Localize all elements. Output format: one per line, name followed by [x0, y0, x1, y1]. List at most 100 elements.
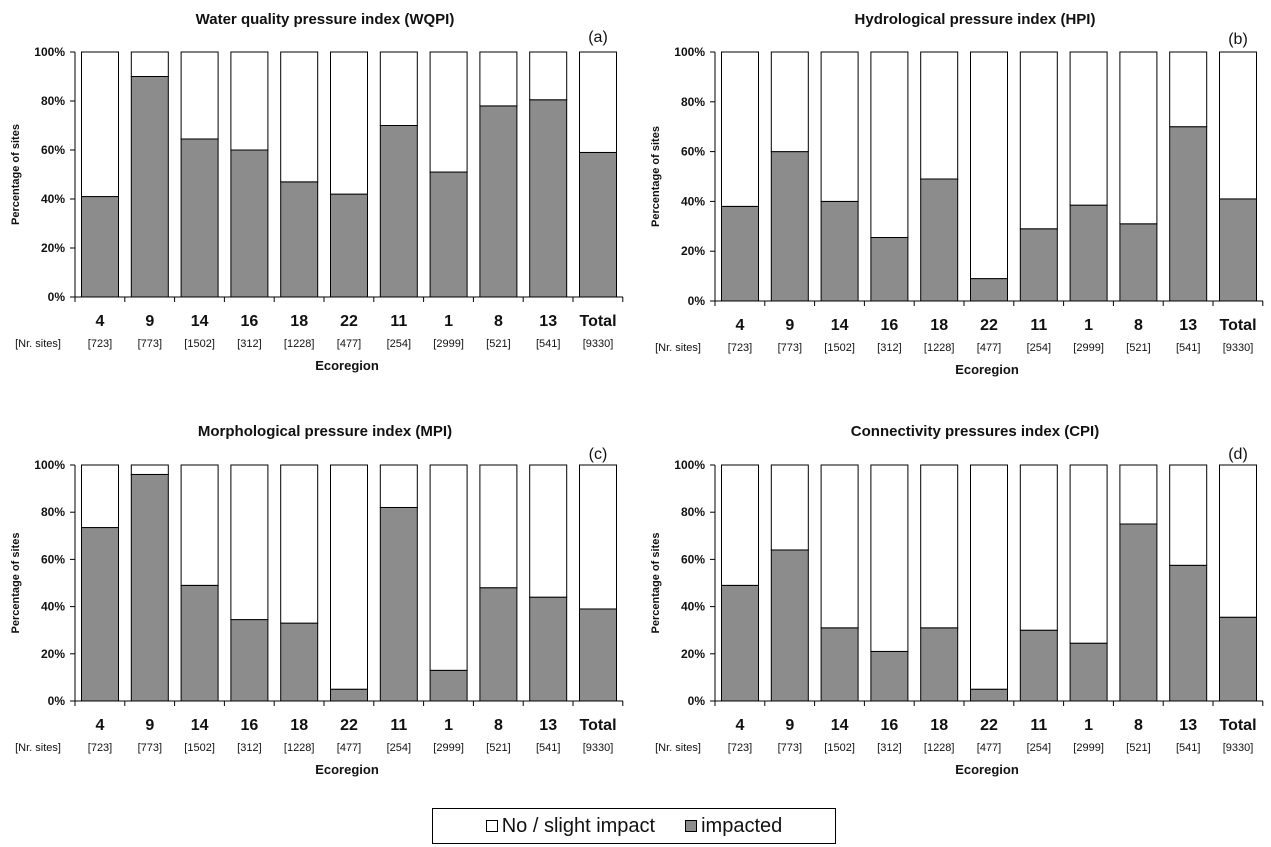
- site-count-header: [Nr. sites]: [655, 742, 701, 754]
- y-tick-label: 80%: [41, 505, 65, 519]
- site-count-label: [1228]: [924, 742, 955, 754]
- x-category-label: 22: [340, 717, 358, 734]
- site-count-label: [254]: [1027, 342, 1051, 354]
- legend: No / slight impact impacted: [432, 808, 836, 844]
- site-count-label: [312]: [877, 342, 901, 354]
- bar-impacted: [379, 506, 418, 702]
- x-category-label: 22: [980, 317, 998, 334]
- x-category-label: 18: [290, 313, 308, 330]
- bar-impacted: [970, 278, 1008, 302]
- y-tick-label: 20%: [681, 647, 705, 661]
- bar-impacted: [870, 237, 909, 302]
- site-count-label: [521]: [1126, 742, 1150, 754]
- bar-no-impact: [870, 51, 909, 239]
- bar-no-impact: [820, 464, 859, 629]
- bar-impacted: [1069, 204, 1108, 302]
- x-category-label: 14: [831, 717, 849, 734]
- y-tick-label: 40%: [41, 600, 65, 614]
- y-axis-label: Percentage of sites: [650, 533, 662, 634]
- legend-swatch-impacted: [685, 820, 698, 832]
- site-count-label: [1502]: [184, 338, 215, 350]
- x-category-label: 9: [785, 717, 794, 734]
- x-category-label: Total: [1219, 717, 1256, 734]
- x-axis-label: Ecoregion: [315, 358, 379, 373]
- bar-no-impact: [1119, 51, 1158, 225]
- y-tick-label: 100%: [34, 45, 65, 59]
- site-count-label: [723]: [728, 742, 752, 754]
- legend-item-impacted: impacted: [685, 815, 782, 838]
- bar-impacted: [721, 205, 759, 302]
- panel-label: (a): [588, 29, 608, 46]
- x-category-label: 11: [390, 717, 407, 734]
- bar-impacted: [330, 688, 368, 702]
- bar-impacted: [81, 196, 119, 298]
- bar-impacted: [770, 151, 809, 302]
- panel-label: (c): [589, 446, 608, 463]
- bar-impacted: [579, 608, 617, 702]
- bar-no-impact: [1069, 464, 1108, 644]
- bar-impacted: [529, 99, 568, 298]
- y-axis-label: Percentage of sites: [10, 533, 22, 634]
- bar-impacted: [820, 627, 859, 702]
- x-category-label: 1: [444, 717, 453, 734]
- x-category-label: 4: [96, 717, 105, 734]
- bar-no-impact: [1169, 51, 1208, 128]
- bar-impacted: [1119, 523, 1158, 702]
- bar-no-impact: [721, 464, 759, 586]
- x-category-label: 13: [1179, 717, 1197, 734]
- site-count-label: [312]: [237, 742, 261, 754]
- bar-impacted: [770, 549, 809, 702]
- site-count-label: [477]: [337, 338, 361, 350]
- site-count-label: [1228]: [924, 342, 955, 354]
- x-axis-label: Ecoregion: [955, 362, 1019, 377]
- site-count-label: [312]: [237, 338, 261, 350]
- panel-label: (b): [1228, 31, 1248, 48]
- y-tick-label: 60%: [681, 145, 705, 159]
- site-count-label: [723]: [88, 742, 112, 754]
- site-count-label: [1502]: [824, 742, 855, 754]
- bar-no-impact: [280, 51, 319, 183]
- x-category-label: 22: [340, 313, 358, 330]
- y-tick-label: 80%: [41, 94, 65, 108]
- x-category-label: 14: [191, 313, 209, 330]
- bar-no-impact: [180, 51, 219, 140]
- site-count-label: [1502]: [184, 742, 215, 754]
- x-category-label: 11: [390, 313, 407, 330]
- bar-no-impact: [479, 464, 518, 589]
- y-tick-label: 60%: [41, 552, 65, 566]
- bar-no-impact: [479, 51, 518, 107]
- y-tick-label: 0%: [688, 694, 706, 708]
- bar-impacted: [970, 688, 1008, 702]
- x-category-label: 8: [1134, 717, 1143, 734]
- site-count-label: [723]: [88, 338, 112, 350]
- y-tick-label: 100%: [34, 458, 65, 472]
- bar-impacted: [180, 584, 219, 702]
- site-count-label: [773]: [138, 338, 162, 350]
- bar-no-impact: [379, 51, 418, 126]
- bar-impacted: [479, 587, 518, 702]
- site-count-label: [254]: [387, 338, 411, 350]
- y-axis-label: Percentage of sites: [10, 124, 22, 225]
- bar-no-impact: [330, 51, 368, 195]
- bar-no-impact: [770, 464, 809, 551]
- bar-impacted: [479, 105, 518, 298]
- bar-impacted: [721, 584, 759, 702]
- bar-no-impact: [180, 464, 219, 586]
- site-count-label: [521]: [1126, 342, 1150, 354]
- site-count-label: [254]: [387, 742, 411, 754]
- site-count-label: [2999]: [433, 338, 464, 350]
- x-category-label: 16: [241, 717, 259, 734]
- bar-impacted: [920, 178, 959, 302]
- chart-title: Water quality pressure index (WQPI): [196, 11, 455, 28]
- bar-no-impact: [1019, 51, 1058, 230]
- x-category-label: 11: [1030, 317, 1047, 334]
- site-count-label: [521]: [486, 742, 510, 754]
- bar-impacted: [870, 650, 909, 702]
- bar-no-impact: [1219, 51, 1257, 200]
- y-axis-label: Percentage of sites: [650, 126, 662, 227]
- x-category-label: 8: [494, 313, 503, 330]
- site-count-label: [477]: [337, 742, 361, 754]
- y-tick-label: 40%: [681, 600, 705, 614]
- chart-title: Morphological pressure index (MPI): [198, 423, 452, 440]
- legend-label-impacted: impacted: [701, 814, 783, 837]
